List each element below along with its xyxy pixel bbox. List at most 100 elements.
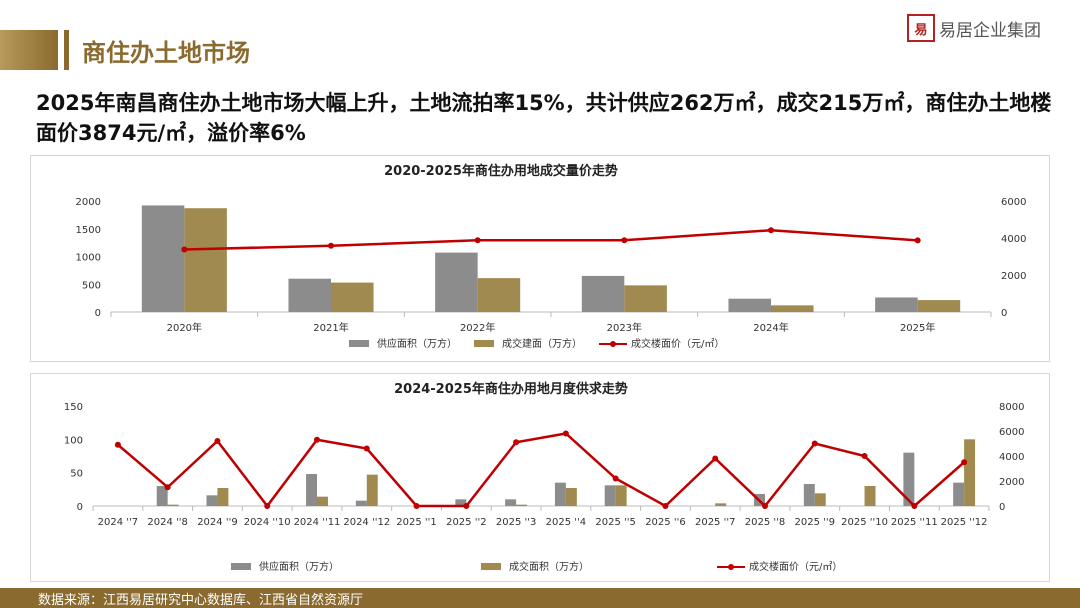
chart-title: 2020-2025年商住办用地成交量价走势 — [384, 163, 618, 179]
price-point — [621, 237, 628, 244]
x-tick-label: 2024 ''12 — [343, 517, 390, 528]
footer-bar: 数据来源：江西易居研究中心数据库、江西省自然资源厅 — [0, 588, 1080, 608]
supply-bar — [355, 500, 367, 506]
monthly-supply-demand-chart: 2024-2025年商住办用地月度供求走势 0 50 100 150 0 2000 4000 6… — [64, 381, 1025, 573]
x-tick-label: 2022年 — [460, 321, 495, 334]
x-tick-label: 2023年 — [607, 321, 642, 334]
supply-bar — [455, 499, 467, 506]
x-tick-label: 2024年 — [753, 321, 788, 334]
price-point — [914, 237, 921, 244]
legend-label: 供应面积（万方） — [259, 560, 339, 573]
price-point — [164, 484, 171, 491]
legend-swatch — [349, 340, 369, 347]
supply-bar — [728, 298, 771, 312]
price-point — [811, 440, 818, 447]
x-tick-label: 2025 ''6 — [645, 517, 686, 528]
deal-bar — [864, 486, 876, 506]
deal-bar — [217, 488, 229, 506]
x-tick-label: 2025年 — [900, 321, 935, 334]
logo-name: 易居企业集团 — [939, 20, 1041, 41]
supply-bar — [505, 499, 517, 506]
supply-bar — [903, 452, 915, 506]
supply-bar — [288, 278, 331, 312]
y-right-tick-label: 2000 — [999, 477, 1024, 488]
price-point — [762, 503, 768, 509]
legend-label: 供应面积（万方） — [377, 337, 457, 350]
supply-bar — [581, 275, 625, 312]
monthly-chart-panel: 2024-2025年商住办用地月度供求走势 0 50 100 150 0 2000 4000 6… — [30, 373, 1050, 582]
legend-marker — [610, 341, 616, 347]
price-point — [181, 246, 188, 253]
logo-seal-icon: 易 — [907, 14, 935, 42]
x-tick-label: 2025 ''7 — [695, 517, 736, 528]
x-tick-label: 2024 ''7 — [98, 517, 139, 528]
x-tick-label: 2024 ''10 — [244, 517, 291, 528]
legend-label: 成交面积（万方） — [509, 560, 589, 573]
price-point — [413, 503, 420, 509]
supply-bar — [306, 474, 317, 506]
y-left-tick-label: 1000 — [76, 253, 101, 264]
y-right-tick-label: 6000 — [999, 427, 1024, 438]
headline-summary: 2025年南昌商住办土地市场大幅上升，土地流拍率15%，共计供应262万㎡，成交… — [36, 91, 1052, 145]
legend-swatch — [474, 340, 494, 347]
y-left-tick-label: 50 — [70, 469, 83, 480]
price-point — [911, 503, 918, 509]
page-title: 商住办土地市场 — [82, 39, 250, 67]
supply-bar — [206, 495, 218, 506]
x-tick-label: 2025 ''2 — [446, 517, 487, 528]
x-tick-label: 2024 ''8 — [147, 517, 188, 528]
y-right-tick-label: 8000 — [999, 402, 1024, 413]
y-left-tick-label: 500 — [82, 280, 101, 291]
x-tick-label: 2021年 — [313, 321, 348, 334]
price-point — [214, 438, 221, 444]
chart-title: 2024-2025年商住办用地月度供求走势 — [394, 381, 628, 397]
deal-bar — [814, 493, 826, 506]
price-point — [328, 242, 334, 249]
deal-bar — [184, 208, 227, 312]
deal-bar — [366, 474, 378, 506]
price-line — [117, 432, 965, 509]
y-left-tick-label: 100 — [64, 435, 83, 446]
supply-bar — [156, 486, 168, 506]
legend-swatch — [481, 563, 501, 570]
y-left-tick-label: 0 — [77, 502, 83, 513]
y-right-tick-label: 2000 — [1001, 271, 1026, 282]
price-point — [961, 459, 968, 466]
y-right-tick-label: 4000 — [1001, 234, 1026, 245]
supply-bar — [554, 482, 566, 506]
x-tick-label: 2025 ''9 — [795, 517, 836, 528]
y-left-tick-label: 2000 — [76, 197, 101, 208]
deal-bar — [715, 503, 727, 506]
annual-volume-price-chart: 2020-2025年商住办用地成交量价走势 0 500 1000 1500 2000 0 20… — [76, 163, 1027, 350]
deal-bar — [565, 488, 577, 506]
deal-bar — [964, 439, 976, 506]
price-point — [114, 441, 121, 448]
deal-bar — [516, 504, 528, 506]
price-line — [184, 228, 918, 251]
deal-bar — [331, 282, 374, 312]
y-right-tick-label: 6000 — [1001, 197, 1026, 208]
legend-label: 成交楼面价（元/㎡） — [631, 337, 724, 350]
x-tick-label: 2025 ''5 — [595, 517, 636, 528]
x-tick-label: 2024 ''9 — [197, 517, 238, 528]
y-right-tick-label: 0 — [999, 502, 1005, 513]
x-tick-label: 2025 ''10 — [841, 517, 888, 528]
price-point — [463, 503, 470, 509]
x-tick-label: 2024 ''11 — [294, 517, 341, 528]
supply-bar — [141, 205, 185, 312]
company-logo: 易 易居企业集团 — [907, 14, 1041, 42]
supply-bar — [875, 297, 918, 312]
deal-bar — [771, 305, 814, 312]
legend-swatch — [231, 563, 251, 570]
x-tick-label: 2025 ''8 — [745, 517, 786, 528]
supply-bar — [803, 484, 815, 506]
x-tick-label: 2020年 — [167, 321, 202, 334]
x-tick-label: 2025 ''12 — [941, 517, 988, 528]
price-point — [861, 453, 868, 459]
legend-label: 成交楼面价（元/㎡） — [749, 560, 842, 573]
x-tick-label: 2025 ''3 — [496, 517, 537, 528]
price-point — [562, 430, 569, 437]
supply-bar — [435, 252, 478, 312]
price-point — [474, 237, 481, 244]
deal-bar — [615, 485, 627, 506]
